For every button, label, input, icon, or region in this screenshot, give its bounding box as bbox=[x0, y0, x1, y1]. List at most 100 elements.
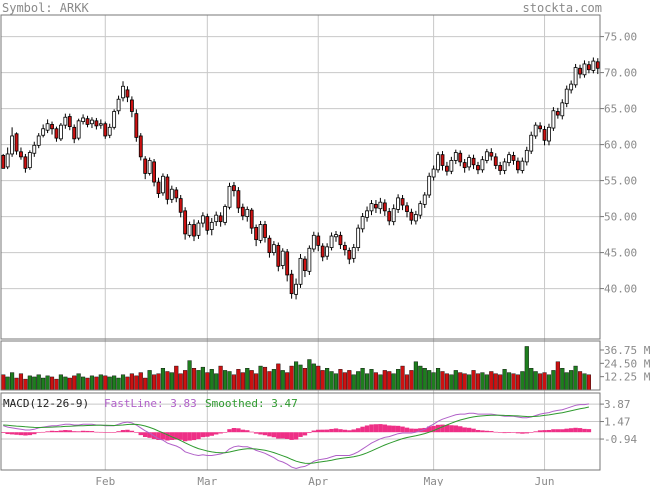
candle bbox=[58, 123, 63, 141]
candle-body bbox=[76, 120, 81, 139]
macd-histogram-bar bbox=[200, 432, 206, 438]
volume-bar bbox=[325, 368, 330, 391]
volume-bar bbox=[205, 372, 210, 391]
volume-bar bbox=[280, 370, 285, 391]
volume-bar bbox=[183, 370, 188, 391]
macd-histogram-bar bbox=[32, 432, 37, 435]
candle bbox=[458, 150, 463, 167]
macd-histogram-bar bbox=[426, 426, 432, 433]
candle-body bbox=[555, 111, 560, 116]
candle-body bbox=[165, 176, 170, 200]
candle-body bbox=[542, 129, 547, 141]
volume-bar bbox=[506, 372, 512, 391]
candle bbox=[391, 204, 396, 226]
volume-tick-label: 12.25 M bbox=[604, 371, 651, 384]
macd-histogram-bar bbox=[493, 431, 498, 433]
volume-bar bbox=[276, 363, 281, 391]
volume-bar bbox=[373, 372, 378, 391]
volume-bar bbox=[147, 370, 152, 391]
candle bbox=[529, 131, 534, 154]
macd-fastline-label: FastLine: 3.83 bbox=[104, 397, 197, 410]
macd-histogram-bar bbox=[284, 432, 290, 439]
volume-bar bbox=[191, 368, 197, 391]
candle bbox=[183, 207, 188, 240]
volume-bar bbox=[577, 371, 583, 391]
candle bbox=[413, 210, 418, 225]
volume-bar bbox=[107, 376, 112, 391]
candle bbox=[449, 156, 454, 175]
candle bbox=[41, 124, 46, 138]
macd-histogram-bar bbox=[213, 432, 219, 435]
macd-histogram-bar bbox=[63, 430, 68, 433]
macd-histogram-bar bbox=[1, 432, 6, 433]
macd-histogram-bar bbox=[320, 429, 325, 433]
volume-bar bbox=[351, 374, 356, 391]
macd-histogram-bar bbox=[471, 428, 476, 433]
candle-body bbox=[32, 144, 37, 154]
candle bbox=[387, 207, 392, 226]
candle bbox=[54, 126, 59, 142]
volume-bar bbox=[200, 366, 205, 391]
candle-body bbox=[103, 123, 108, 137]
candle bbox=[67, 113, 72, 131]
macd-histogram-bar bbox=[182, 432, 188, 442]
brand-label[interactable]: stockta.com bbox=[522, 1, 602, 15]
candle bbox=[209, 218, 214, 236]
candle-body bbox=[267, 237, 272, 253]
panel-frame-2 bbox=[0, 392, 601, 471]
candle bbox=[276, 242, 281, 272]
macd-histogram-bar bbox=[36, 432, 41, 433]
candle bbox=[551, 107, 556, 131]
macd-tick-label: 1.47 bbox=[604, 416, 631, 429]
candle-body bbox=[214, 214, 219, 223]
candle-body bbox=[178, 198, 183, 213]
volume-bar bbox=[560, 368, 565, 391]
macd-histogram-bar bbox=[431, 425, 436, 433]
volume-bar bbox=[18, 373, 24, 391]
candle bbox=[422, 192, 427, 208]
volume-bar bbox=[533, 371, 538, 391]
candle bbox=[218, 212, 223, 227]
axes: Feb Mar Apr May Jun 75.00 70.00 65.00 60.00 55.00… bbox=[0, 14, 651, 486]
candle bbox=[533, 122, 538, 139]
candle-body bbox=[551, 110, 556, 129]
candle-body bbox=[342, 244, 347, 251]
candle-body bbox=[569, 83, 574, 91]
candle bbox=[19, 147, 23, 160]
x-tick-label: Apr bbox=[308, 475, 328, 486]
volume-bar bbox=[329, 371, 334, 391]
volume-bar bbox=[573, 365, 578, 391]
volume-bar bbox=[174, 365, 179, 391]
macd-histogram-bar bbox=[511, 432, 516, 433]
candle-body bbox=[298, 257, 303, 285]
candle-body bbox=[316, 235, 321, 246]
volume-bar bbox=[143, 377, 148, 391]
volume-bar bbox=[196, 370, 201, 391]
candle bbox=[10, 127, 15, 157]
volume-bar bbox=[342, 372, 347, 391]
candle-body bbox=[458, 152, 463, 163]
candle bbox=[418, 200, 423, 219]
macd-histogram-bar bbox=[76, 431, 81, 433]
candle bbox=[27, 150, 32, 170]
macd-histogram-bar bbox=[573, 427, 578, 433]
volume-bar bbox=[36, 374, 41, 391]
candle-body bbox=[58, 124, 63, 140]
volume-tick-label: 24.50 M bbox=[604, 357, 651, 370]
volume-bar bbox=[116, 377, 121, 391]
candle-body bbox=[276, 244, 281, 267]
candle-body bbox=[23, 156, 28, 169]
candle bbox=[578, 64, 582, 79]
candle bbox=[325, 243, 330, 260]
volume-bar bbox=[515, 374, 520, 391]
volume-bar bbox=[458, 372, 463, 391]
candle-body bbox=[187, 224, 192, 236]
candle bbox=[453, 149, 458, 165]
macd-histogram-bar bbox=[529, 432, 534, 433]
candle-body bbox=[258, 224, 263, 241]
panel-frame-1 bbox=[0, 340, 601, 391]
macd-histogram-bar bbox=[267, 432, 272, 437]
macd-histogram-bar bbox=[253, 432, 259, 434]
volume-bar bbox=[435, 368, 441, 391]
candle-body bbox=[67, 116, 72, 127]
